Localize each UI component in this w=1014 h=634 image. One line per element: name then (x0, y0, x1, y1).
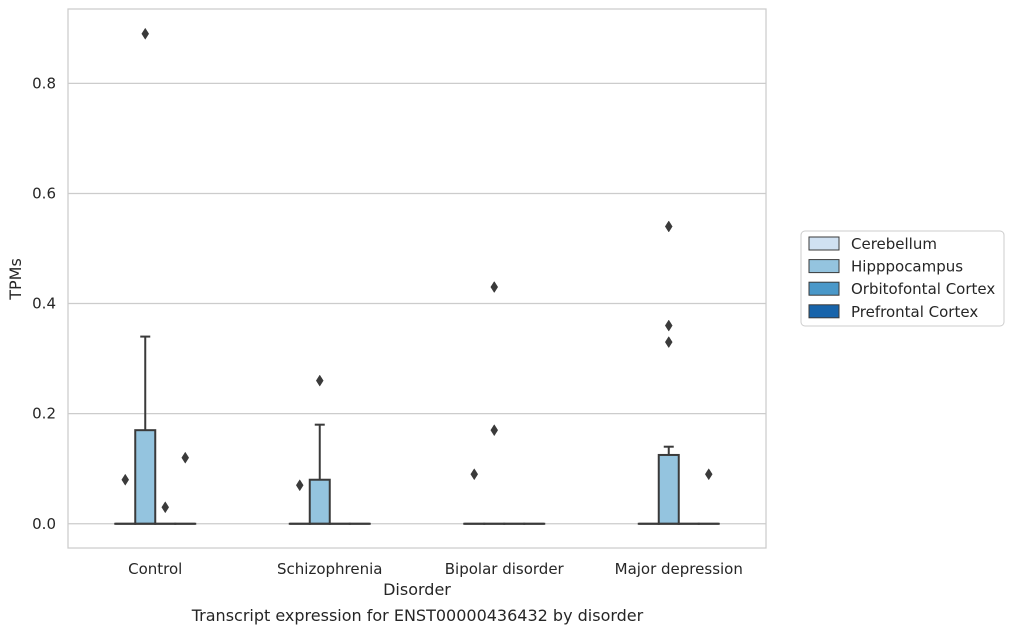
outlier-point (704, 468, 713, 481)
figure-caption: Transcript expression for ENST0000043643… (191, 606, 644, 625)
outlier-point (315, 374, 324, 387)
plot-area-frame (67, 8, 767, 549)
box (174, 451, 197, 525)
legend-swatch (808, 236, 840, 251)
y-tick-label: 0.0 (32, 515, 56, 533)
legend-label: Cerebellum (851, 235, 937, 253)
legend-label: Prefrontal Cortex (851, 303, 978, 321)
box-body (657, 453, 680, 525)
outlier-point (295, 479, 304, 492)
legend-label: Orbitofontal Cortex (851, 280, 995, 298)
x-tick-label: Bipolar disorder (445, 560, 565, 578)
y-tick-label: 0.2 (32, 405, 56, 423)
outlier-point (664, 220, 673, 233)
legend-swatch (808, 304, 840, 319)
outlier-point (470, 468, 479, 481)
box-body (134, 429, 157, 525)
legend-frame (800, 230, 1005, 327)
outlier-point (664, 319, 673, 332)
x-tick-label: Schizophrenia (277, 560, 382, 578)
box (134, 27, 157, 525)
box (697, 468, 720, 525)
y-tick-labels: 0.0 0.2 0.4 0.6 0.8 (32, 74, 56, 532)
y-tick-label: 0.4 (32, 295, 56, 313)
x-tick-label: Control (128, 560, 182, 578)
legend: Cerebellum Hipppocampus Orbitofontal Corte… (800, 230, 1005, 327)
box (308, 374, 331, 525)
outlier-point (490, 281, 499, 293)
box (463, 468, 486, 525)
x-tick-labels: Control Schizophrenia Bipolar disorder Majo… (128, 560, 743, 578)
box-body (308, 478, 331, 525)
legend-swatch (808, 281, 840, 296)
box (483, 281, 506, 525)
outlier-point (141, 27, 150, 40)
box (657, 220, 680, 525)
x-axis-title: Disorder (383, 580, 451, 599)
legend-swatch (808, 259, 840, 274)
outlier-point (490, 424, 499, 437)
x-tick-label: Major depression (615, 560, 743, 578)
y-axis-title: TPMs (6, 258, 25, 301)
y-tick-label: 0.8 (32, 74, 56, 92)
outlier-point (161, 501, 170, 514)
box (288, 479, 311, 525)
y-tick-label: 0.6 (32, 184, 56, 202)
legend-label: Hipppocampus (851, 258, 963, 276)
outlier-point (121, 473, 130, 486)
boxes-layer (114, 27, 720, 525)
outlier-point (664, 336, 673, 349)
box (154, 501, 177, 525)
outlier-point (181, 451, 190, 464)
box (114, 473, 137, 525)
